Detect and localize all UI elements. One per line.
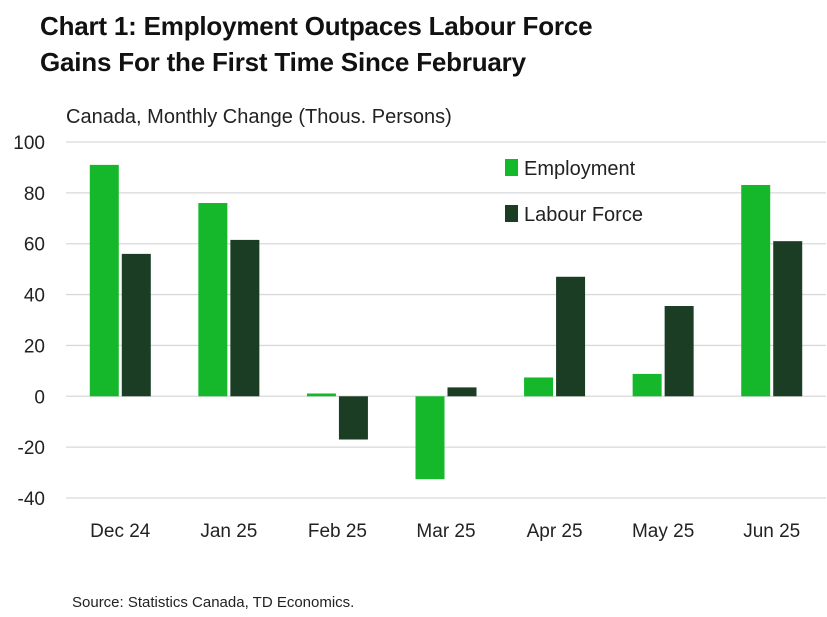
labour-force-bar (230, 239, 260, 397)
source-note: Source: Statistics Canada, TD Economics. (72, 594, 355, 611)
x-tick-label: Feb 25 (308, 521, 367, 542)
y-tick-label: 40 (24, 286, 45, 307)
legend: Employment Labour Force (505, 158, 643, 226)
y-tick-label: 0 (34, 387, 45, 408)
y-tick-label: -20 (18, 438, 45, 459)
chart-title-line-2: Gains For the First Time Since February (40, 47, 526, 77)
legend-label: Employment (524, 158, 636, 180)
employment-bar (89, 164, 119, 397)
y-tick-label: 100 (13, 133, 45, 154)
employment-bar (524, 377, 554, 397)
y-axis-ticks: 100 80 60 40 20 0 -20 -40 (13, 133, 45, 510)
y-tick-label: -40 (18, 489, 45, 510)
legend-swatch (505, 159, 518, 176)
labour-force-bar (664, 306, 694, 397)
chart-title-line-1: Chart 1: Employment Outpaces Labour Forc… (40, 11, 593, 41)
labour-force-bar (447, 387, 477, 397)
legend-swatch (505, 205, 518, 222)
employment-bar (415, 396, 445, 480)
labour-force-bar (121, 253, 151, 397)
gridlines (66, 141, 826, 499)
y-tick-label: 20 (24, 336, 45, 357)
labour-force-bar (338, 396, 368, 440)
x-tick-label: Dec 24 (90, 521, 151, 542)
employment-bar (198, 203, 228, 397)
employment-bar (632, 373, 662, 397)
x-tick-label: May 25 (632, 521, 694, 542)
x-tick-label: Mar 25 (416, 521, 475, 542)
x-tick-label: Apr 25 (527, 521, 583, 542)
legend-label: Labour Force (524, 204, 643, 226)
x-tick-label: Jan 25 (200, 521, 257, 542)
y-tick-label: 60 (24, 235, 45, 256)
chart-subtitle: Canada, Monthly Change (Thous. Persons) (66, 106, 452, 128)
employment-bar (306, 393, 336, 397)
employment-bar (741, 184, 771, 397)
x-tick-label: Jun 25 (743, 521, 800, 542)
chart-title: Chart 1: Employment Outpaces Labour Forc… (40, 8, 593, 80)
y-tick-label: 80 (24, 184, 45, 205)
labour-force-bar (773, 241, 803, 397)
labour-force-bar (556, 276, 586, 397)
bars (89, 164, 803, 480)
x-axis-ticks: Dec 24 Jan 25 Feb 25 Mar 25 Apr 25 May 25 Jun … (90, 521, 800, 542)
